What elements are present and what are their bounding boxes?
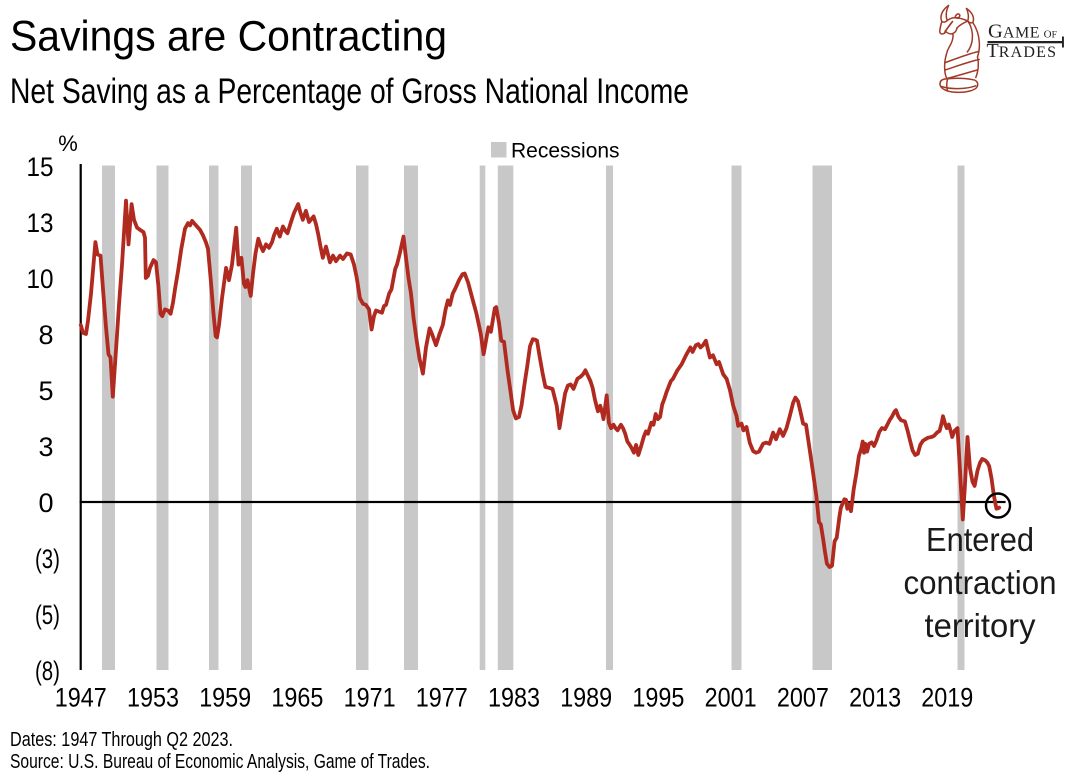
svg-text:2001: 2001 bbox=[705, 683, 757, 713]
svg-text:1953: 1953 bbox=[127, 683, 179, 713]
svg-text:2007: 2007 bbox=[777, 683, 829, 713]
svg-text:0: 0 bbox=[38, 488, 53, 518]
svg-text:1959: 1959 bbox=[199, 683, 251, 713]
svg-text:Net Saving as a Percentage of: Net Saving as a Percentage of Gross Nati… bbox=[10, 72, 689, 111]
svg-text:(3): (3) bbox=[35, 544, 60, 574]
svg-text:1983: 1983 bbox=[488, 683, 540, 713]
svg-text:2019: 2019 bbox=[921, 683, 973, 713]
svg-text:8: 8 bbox=[38, 320, 53, 350]
svg-text:Savings are Contracting: Savings are Contracting bbox=[10, 13, 447, 61]
svg-text:2013: 2013 bbox=[849, 683, 901, 713]
svg-text:Recessions: Recessions bbox=[511, 140, 620, 163]
svg-text:10: 10 bbox=[27, 264, 54, 294]
svg-text:Dates: 1947 Through Q2 2023.: Dates: 1947 Through Q2 2023. bbox=[10, 729, 233, 751]
svg-text:15: 15 bbox=[27, 152, 54, 182]
svg-text:1971: 1971 bbox=[344, 683, 396, 713]
svg-text:1977: 1977 bbox=[416, 683, 468, 713]
svg-text:TRADES: TRADES bbox=[987, 40, 1058, 62]
svg-text:contraction: contraction bbox=[904, 564, 1057, 601]
svg-text:5: 5 bbox=[38, 376, 53, 406]
svg-text:%: % bbox=[58, 131, 78, 156]
svg-text:territory: territory bbox=[925, 607, 1036, 644]
svg-text:Source: U.S. Bureau of Economi: Source: U.S. Bureau of Economic Analysis… bbox=[10, 751, 430, 773]
svg-text:1947: 1947 bbox=[55, 683, 107, 713]
svg-text:Entered: Entered bbox=[926, 521, 1034, 558]
svg-text:(5): (5) bbox=[35, 600, 60, 630]
svg-text:1995: 1995 bbox=[632, 683, 684, 713]
svg-text:13: 13 bbox=[27, 208, 54, 238]
svg-text:1989: 1989 bbox=[560, 683, 612, 713]
svg-text:(8): (8) bbox=[35, 656, 60, 686]
svg-text:1965: 1965 bbox=[271, 683, 323, 713]
svg-text:3: 3 bbox=[38, 432, 53, 462]
